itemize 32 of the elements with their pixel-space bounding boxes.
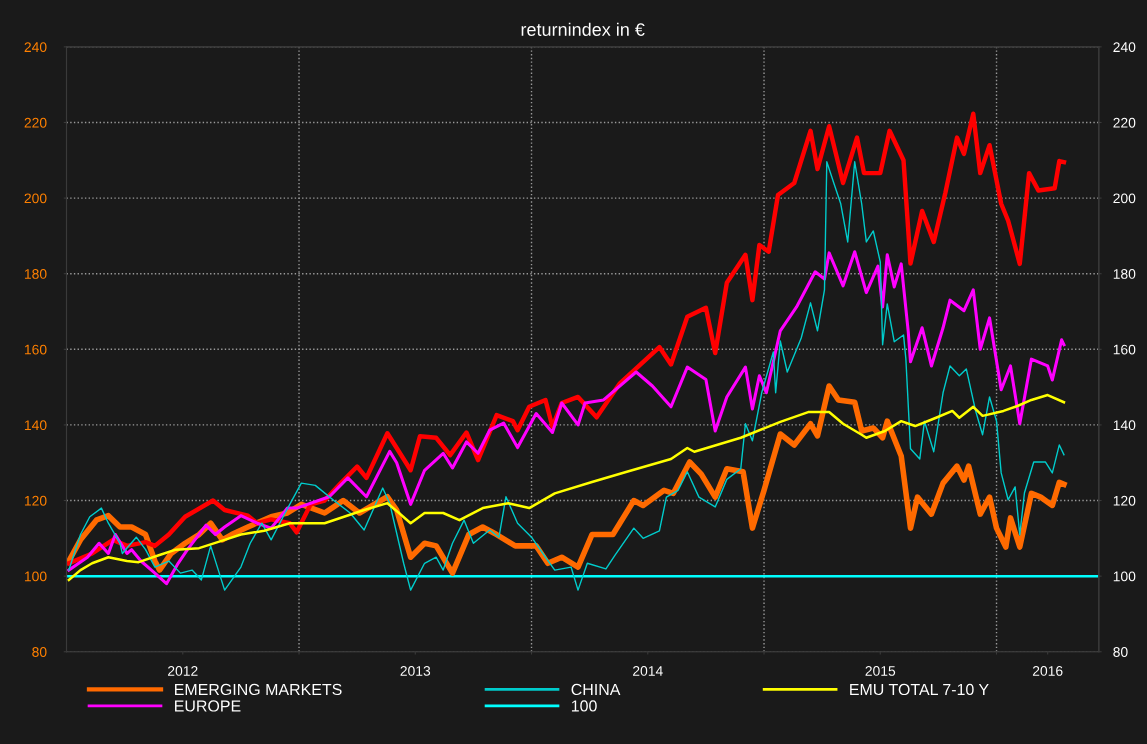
y-tick-label: 140 (24, 420, 47, 431)
y2-tick-label: 100 (1113, 571, 1136, 582)
y-tick-label: 100 (24, 571, 47, 582)
y-tick-label: 160 (24, 344, 47, 355)
y-tick-label: 200 (24, 193, 47, 204)
y2-tick-label: 200 (1113, 193, 1136, 204)
legend-label: EMERGING MARKETS (175, 683, 342, 696)
legend-label: CHINA (571, 683, 621, 696)
line-series (67, 250, 1066, 586)
x-tick-label: 2016 (1032, 666, 1063, 676)
x-tick-label: 2012 (168, 666, 198, 676)
legend-label: 100 (571, 700, 597, 712)
x-tick-label: 2013 (400, 666, 431, 676)
line-series (66, 111, 1067, 566)
y-tick-label: 220 (24, 117, 47, 128)
y2-tick-label: 140 (1113, 420, 1136, 431)
y-tick-label: 120 (24, 495, 47, 506)
chart-title: returnindex in € (521, 22, 645, 36)
line-series (68, 161, 1065, 591)
y-tick-label: 240 (24, 42, 47, 53)
y2-tick-label: 180 (1113, 269, 1136, 279)
y2-tick-label: 240 (1113, 42, 1136, 53)
y-tick-label: 80 (32, 647, 47, 657)
x-tick-label: 2014 (633, 666, 663, 676)
y2-tick-label: 120 (1113, 495, 1136, 506)
legend-label: EUROPE (175, 700, 241, 712)
y2-tick-label: 80 (1113, 647, 1128, 657)
y2-tick-label: 220 (1113, 117, 1136, 128)
y-tick-label: 180 (24, 269, 47, 279)
x-tick-label: 2015 (865, 666, 896, 676)
legend-label: EMU TOTAL 7-10 Y (850, 683, 989, 696)
y2-tick-label: 160 (1113, 344, 1136, 355)
